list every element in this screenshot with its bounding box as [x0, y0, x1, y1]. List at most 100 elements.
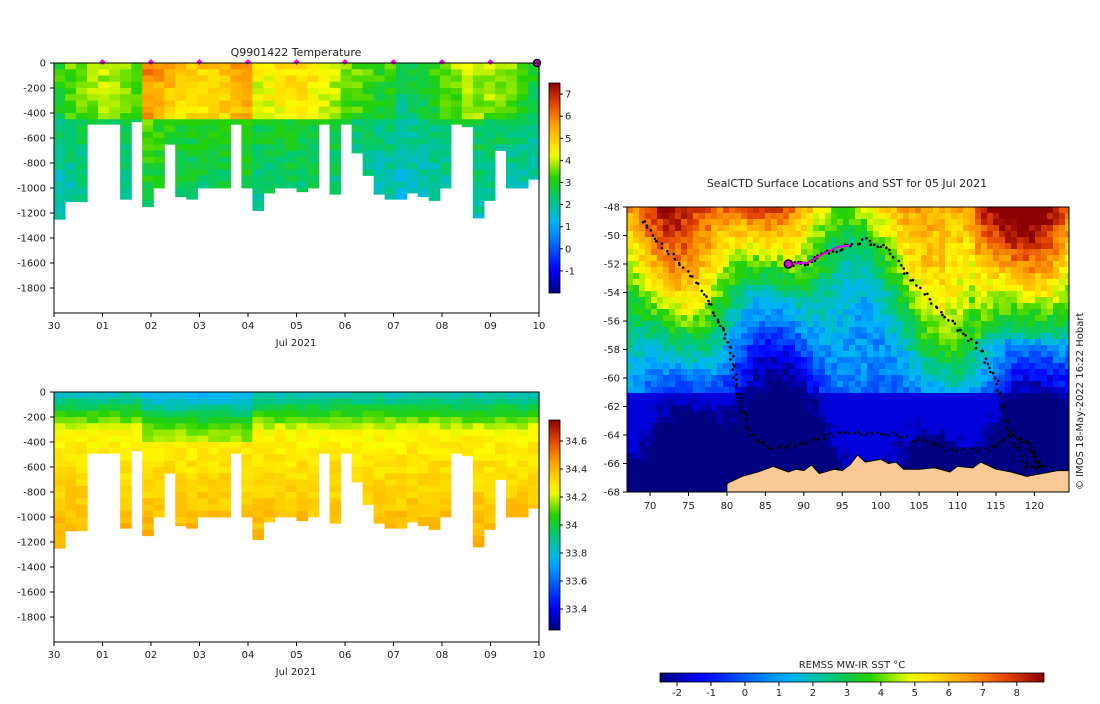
temperature-cell [76, 201, 88, 203]
sst-cell [903, 357, 910, 364]
sst-cell [795, 213, 802, 220]
sst-cell [879, 423, 886, 430]
sst-cell [747, 255, 754, 262]
sst-cell [669, 447, 676, 454]
temperature-cell [418, 194, 430, 197]
sst-cell [1065, 249, 1072, 256]
sst-cell [831, 267, 838, 274]
temperature-cell [197, 157, 209, 164]
sst-cell [669, 279, 676, 286]
sst-cell [819, 267, 826, 274]
salinity-cell [164, 392, 176, 399]
sst-cell [1053, 411, 1060, 418]
sst-cell [765, 375, 772, 382]
temperature-cell [396, 88, 408, 95]
salinity-cell [385, 442, 397, 449]
sst-cell [765, 357, 772, 364]
sst-cell [657, 351, 664, 358]
sst-cell [999, 441, 1006, 448]
y-tick-label: -1200 [17, 538, 46, 549]
temperature-cell [363, 94, 375, 101]
sst-cell [705, 213, 712, 220]
sst-cell [627, 285, 634, 292]
sst-cell [933, 411, 940, 418]
sst-cell [975, 255, 982, 262]
sst-cell [927, 213, 934, 220]
salinity-cell [120, 405, 132, 412]
temperature-cell [76, 144, 88, 151]
sst-cell [633, 345, 640, 352]
sst-cell [987, 387, 994, 394]
temperature-cell [241, 101, 253, 108]
salinity-cell [341, 442, 353, 449]
sst-cell [1011, 303, 1018, 310]
sst-cell [879, 327, 886, 334]
sst-cell [849, 231, 856, 238]
temperature-cell [374, 138, 386, 145]
salinity-cell [374, 480, 386, 487]
temperature-cell [153, 157, 165, 164]
sst-cell [1059, 237, 1066, 244]
sst-cell [873, 435, 880, 442]
temperature-cell [418, 82, 430, 89]
sst-cell [1023, 453, 1030, 460]
sst-cell [717, 411, 724, 418]
salinity-cell [517, 398, 529, 405]
temperature-cell [385, 63, 397, 70]
temperature-cell [440, 88, 452, 95]
sst-cell [705, 393, 712, 400]
temperature-cell [506, 182, 518, 189]
sst-cell [651, 417, 658, 424]
salinity-cell [374, 405, 386, 412]
sst-cell [849, 225, 856, 232]
sst-cell [651, 333, 658, 340]
sst-cell [675, 435, 682, 442]
sst-cell [1047, 399, 1054, 406]
sst-cell [903, 381, 910, 388]
sst-cell [963, 243, 970, 250]
sst-cell [831, 423, 838, 430]
temperature-cell [374, 132, 386, 139]
sst-cell [717, 381, 724, 388]
y-tick-label: -1200 [17, 209, 46, 220]
salinity-cell [374, 517, 386, 524]
sst-cell [975, 267, 982, 274]
temperature-cell [297, 132, 309, 139]
sst-cell [669, 213, 676, 220]
sst-cell [795, 231, 802, 238]
sst-cell [813, 423, 820, 430]
sst-cell [963, 423, 970, 430]
sst-cell [669, 321, 676, 328]
salinity-cell [197, 448, 209, 455]
temperature-cell [495, 107, 507, 114]
sst-cell [1065, 297, 1072, 304]
salinity-cell [241, 492, 253, 499]
sst-cell [693, 441, 700, 448]
sst-cell [711, 231, 718, 238]
sst-cell [867, 351, 874, 358]
sst-cell [783, 417, 790, 424]
salinity-cell [197, 473, 209, 480]
temperature-cell [186, 169, 198, 176]
sst-cell [981, 213, 988, 220]
salinity-cell [109, 430, 121, 437]
sst-cell [951, 303, 958, 310]
temperature-cell [54, 94, 66, 101]
temperature-cell [186, 94, 198, 101]
sst-cell [897, 273, 904, 280]
sst-cell [945, 381, 952, 388]
sst-cell [849, 447, 856, 454]
sst-cell [711, 405, 718, 412]
sst-cell [681, 345, 688, 352]
sst-cell [777, 237, 784, 244]
sst-cell [819, 375, 826, 382]
sst-cell [891, 303, 898, 310]
sst-cell [729, 267, 736, 274]
sst-cell [825, 387, 832, 394]
salinity-cell [208, 430, 220, 437]
sst-cell [699, 417, 706, 424]
temperature-cell [197, 169, 209, 176]
temperature-cell [76, 119, 88, 126]
salinity-cell [495, 467, 507, 474]
sst-cell [1011, 423, 1018, 430]
